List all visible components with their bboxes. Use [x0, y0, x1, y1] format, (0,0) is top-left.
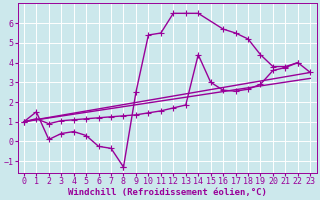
X-axis label: Windchill (Refroidissement éolien,°C): Windchill (Refroidissement éolien,°C)	[68, 188, 267, 197]
